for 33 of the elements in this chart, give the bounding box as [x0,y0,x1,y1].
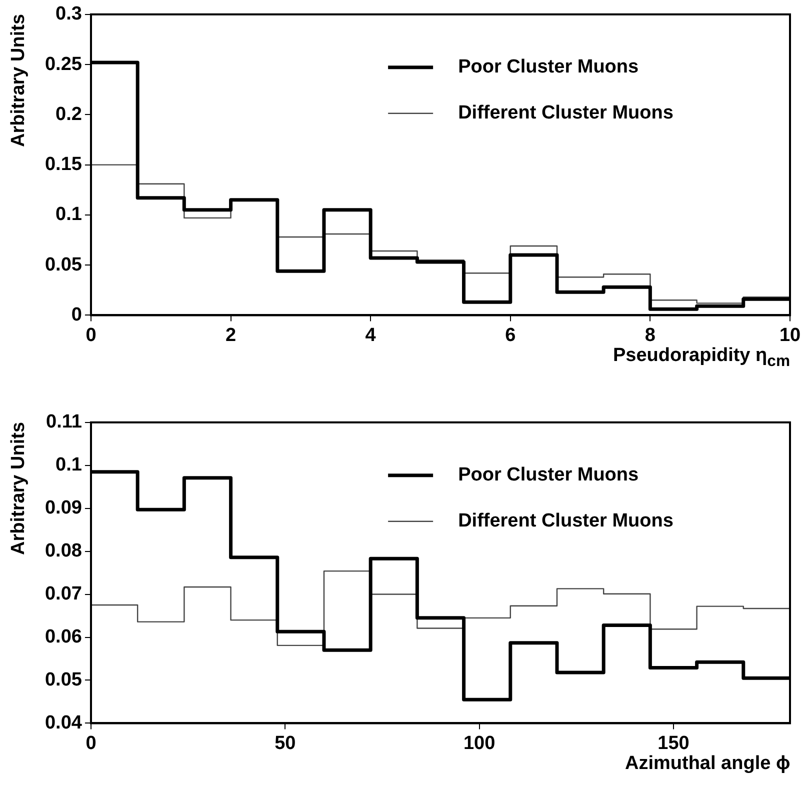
legend-label: Different Cluster Muons [458,510,674,532]
y-tick-label: 0.3 [56,4,82,25]
y-tick-label: 0.04 [44,712,82,734]
x-tick-label: 150 [658,732,690,754]
x-tick-label: 0 [86,732,96,754]
y-tick-label: 0.05 [44,669,82,690]
y-tick-label: 0.08 [44,540,82,562]
y-tick-label: 0 [71,304,82,326]
x-tick-label: 4 [365,324,376,346]
x-tick-label: 50 [274,732,296,754]
x-tick-label: 100 [463,732,496,754]
legend-label: Different Cluster Muons [458,102,674,124]
legend-label: Poor Cluster Muons [458,56,639,78]
y-tick-label: 0.07 [44,584,82,605]
x-axis-title: Pseudorapidity η$_{cm}$ [613,345,790,371]
x-tick-label: 2 [225,324,236,346]
y-tick-label: 0.2 [56,104,82,125]
x-axis-title: Azimuthal angle ϕ [625,753,790,776]
y-axis-title: Arbitrary Units [8,14,30,148]
y-tick-label: 0.25 [44,54,82,75]
y-tick-label: 0.1 [56,454,82,476]
y-tick-label: 0.09 [44,498,82,519]
x-tick-label: 0 [86,324,96,346]
legend-label: Poor Cluster Muons [458,464,639,486]
x-tick-label: 10 [779,324,801,346]
x-tick-label: 8 [644,324,656,346]
y-tick-label: 0.15 [44,154,82,176]
y-axis-title: Arbitrary Units [8,422,30,556]
y-tick-label: 0.05 [44,254,82,276]
y-tick-label: 0.11 [46,412,82,433]
y-tick-label: 0.1 [56,204,82,226]
x-tick-label: 6 [505,324,516,346]
y-tick-label: 0.06 [44,626,82,648]
